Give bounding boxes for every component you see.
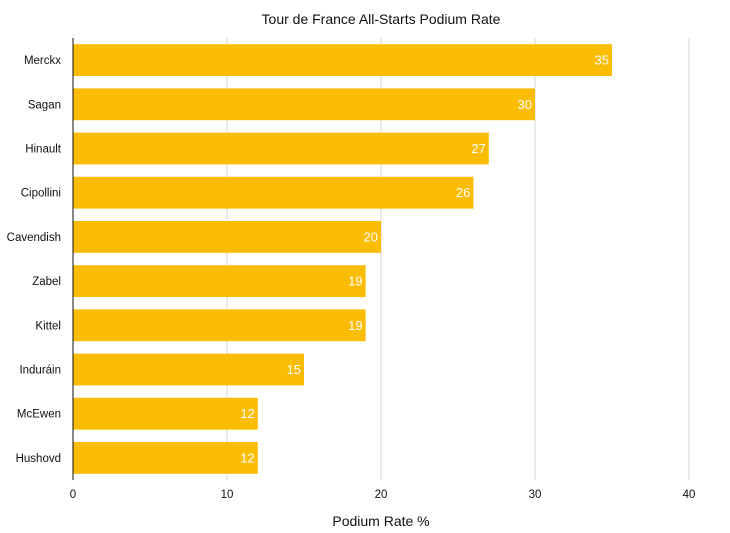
bar: [73, 88, 535, 121]
data-label: 12: [240, 406, 254, 421]
x-tick-label: 10: [221, 489, 234, 501]
data-label: 27: [471, 141, 485, 156]
bar: [73, 44, 612, 77]
category-label: Hinault: [25, 144, 62, 156]
category-label: Induráin: [19, 365, 61, 377]
data-label: 19: [348, 318, 362, 333]
bar: [73, 176, 474, 209]
category-labels: Merckx Sagan Hinault Cipollini Cavendish Zabe…: [7, 55, 62, 465]
bar: [73, 441, 258, 474]
x-tick-label: 30: [529, 489, 542, 501]
category-label: Cavendish: [7, 232, 61, 244]
x-tick-label: 20: [375, 489, 388, 501]
category-label: Sagan: [28, 99, 61, 111]
data-label: 19: [348, 274, 362, 289]
data-label: 26: [456, 185, 470, 200]
data-label: 35: [595, 53, 609, 68]
data-label: 12: [240, 450, 254, 465]
x-axis-label: Podium Rate %: [332, 513, 429, 529]
category-label: Cipollini: [21, 188, 61, 200]
bar: [73, 397, 258, 430]
data-labels: 35 30 27 26 20 19 19 15 12 12: [240, 53, 609, 466]
bar: [73, 132, 489, 165]
category-label: Merckx: [24, 55, 61, 67]
category-label: McEwen: [17, 409, 61, 421]
category-label: Kittel: [35, 320, 61, 332]
bar: [73, 353, 304, 386]
x-tick-labels: 0 10 20 30 40: [70, 489, 696, 501]
x-tick-label: 40: [683, 489, 696, 501]
data-label: 15: [287, 362, 301, 377]
category-label: Hushovd: [16, 453, 61, 465]
bar: [73, 220, 381, 253]
bar: [73, 309, 366, 342]
chart-title: Tour de France All-Starts Podium Rate: [262, 11, 501, 27]
category-label: Zabel: [32, 276, 61, 288]
data-label: 30: [518, 97, 532, 112]
data-label: 20: [364, 229, 378, 244]
bar: [73, 265, 366, 298]
bars: [73, 44, 612, 474]
x-tick-label: 0: [70, 489, 76, 501]
